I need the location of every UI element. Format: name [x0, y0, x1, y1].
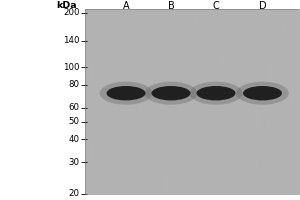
Text: C: C: [213, 1, 219, 11]
Bar: [289, 138, 290, 156]
Bar: [159, 123, 160, 146]
Bar: [85, 9, 298, 194]
Bar: [144, 25, 145, 40]
Bar: [269, 117, 270, 134]
Ellipse shape: [236, 82, 289, 105]
Text: 80: 80: [68, 80, 80, 89]
Ellipse shape: [190, 82, 242, 105]
Text: 50: 50: [68, 117, 80, 126]
Bar: [284, 20, 285, 36]
Bar: [185, 86, 186, 98]
Text: A: A: [123, 1, 129, 11]
Ellipse shape: [145, 82, 197, 105]
Text: 30: 30: [68, 158, 80, 167]
Bar: [128, 16, 129, 32]
Text: 140: 140: [63, 36, 80, 45]
Text: 60: 60: [68, 103, 80, 112]
Text: 20: 20: [68, 190, 80, 198]
Text: B: B: [168, 1, 174, 11]
Text: kDa: kDa: [56, 1, 76, 10]
Bar: [141, 101, 142, 116]
Text: 200: 200: [63, 8, 80, 17]
Bar: [85, 9, 298, 194]
Text: 100: 100: [63, 63, 80, 72]
Text: D: D: [259, 1, 266, 11]
Bar: [269, 70, 270, 78]
Bar: [96, 90, 97, 104]
Ellipse shape: [196, 86, 236, 100]
Bar: [257, 104, 258, 128]
Ellipse shape: [152, 86, 190, 100]
Bar: [256, 157, 257, 170]
Ellipse shape: [243, 86, 282, 100]
Bar: [165, 172, 166, 193]
Bar: [291, 88, 292, 104]
Bar: [162, 83, 163, 103]
Bar: [133, 149, 134, 166]
Ellipse shape: [100, 82, 152, 105]
Ellipse shape: [106, 86, 146, 100]
Text: 40: 40: [68, 135, 80, 144]
Bar: [242, 79, 243, 92]
